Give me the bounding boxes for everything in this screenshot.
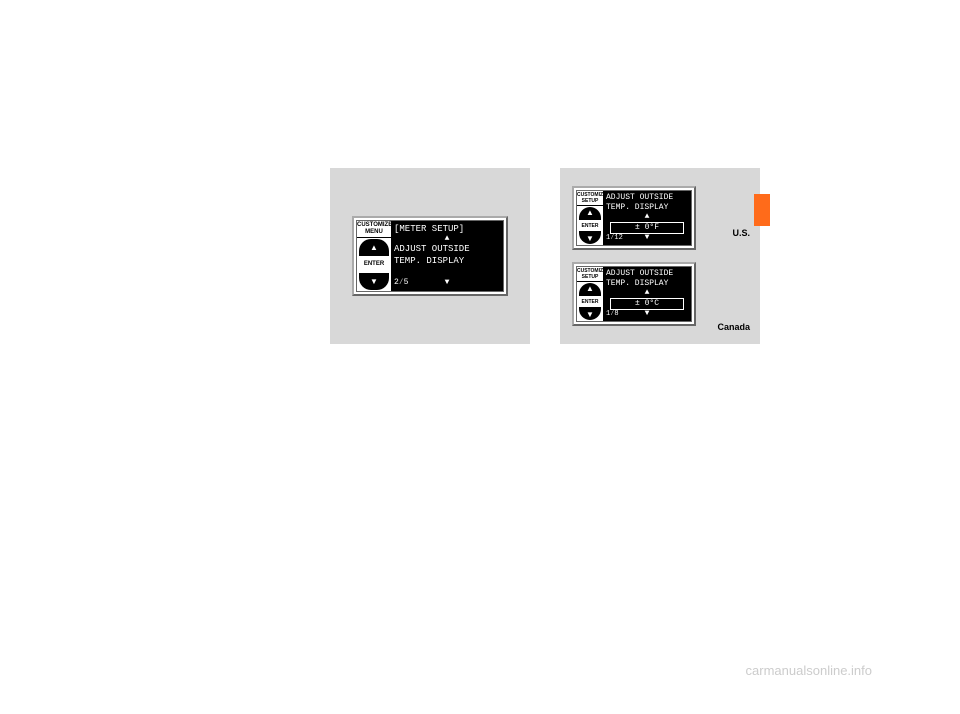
watermark-text: carmanualsonline.info — [746, 663, 872, 678]
us-display-row: CUSTOMIZE SETUP ▲ ENTER ▼ ADJUST OUTSIDE… — [572, 186, 748, 250]
up-arrow-us-icon: ▲ — [606, 213, 688, 221]
menu-item-line1: ADJUST OUTSIDE — [394, 243, 500, 255]
temp-display-panel: CUSTOMIZE SETUP ▲ ENTER ▼ ADJUST OUTSIDE… — [560, 168, 760, 344]
menu-header-ca: CUSTOMIZE SETUP — [577, 267, 603, 282]
region-label-us: U.S. — [732, 228, 750, 238]
header-line1: CUSTOMIZE — [357, 222, 391, 229]
ca-display-row: CUSTOMIZE SETUP ▲ ENTER ▼ ADJUST OUTSIDE… — [572, 262, 748, 326]
enter-button[interactable]: ENTER — [359, 255, 389, 273]
button-column-left: CUSTOMIZE MENU ▲ ENTER ▼ — [357, 221, 391, 291]
lcd-frame-us: CUSTOMIZE SETUP ▲ ENTER ▼ ADJUST OUTSIDE… — [572, 186, 696, 250]
page-counter-ca: 1⁄8 — [606, 309, 619, 319]
menu-header-us: CUSTOMIZE SETUP — [577, 191, 603, 206]
header-ca-line2: SETUP — [577, 274, 603, 280]
up-button[interactable]: ▲ — [359, 239, 389, 255]
button-column-us: CUSTOMIZE SETUP ▲ ENTER ▼ — [577, 191, 603, 245]
lcd-screen-left: [METER SETUP] ▲ ADJUST OUTSIDE TEMP. DIS… — [391, 221, 503, 291]
lcd-inner-left: CUSTOMIZE MENU ▲ ENTER ▼ [METER SETUP] ▲… — [356, 220, 504, 292]
up-button-ca[interactable]: ▲ — [579, 283, 601, 295]
page-counter: 2⁄5 — [394, 277, 408, 289]
lcd-frame-ca: CUSTOMIZE SETUP ▲ ENTER ▼ ADJUST OUTSIDE… — [572, 262, 696, 326]
lcd-inner-ca: CUSTOMIZE SETUP ▲ ENTER ▼ ADJUST OUTSIDE… — [576, 266, 692, 322]
ca-line1: ADJUST OUTSIDE — [606, 269, 688, 279]
down-arrow-ca-icon: ▼ — [645, 309, 650, 319]
menu-item-line2: TEMP. DISPLAY — [394, 255, 500, 267]
up-arrow-ca-icon: ▲ — [606, 289, 688, 297]
button-column-ca: CUSTOMIZE SETUP ▲ ENTER ▼ — [577, 267, 603, 321]
header-line2: MENU — [357, 229, 391, 236]
down-button-us[interactable]: ▼ — [579, 232, 601, 244]
nav-buttons: ▲ ENTER ▼ — [357, 238, 391, 291]
down-arrow-us-icon: ▼ — [645, 233, 650, 243]
page-counter-us: 1⁄12 — [606, 233, 623, 243]
region-label-ca: Canada — [717, 322, 750, 332]
us-line1: ADJUST OUTSIDE — [606, 193, 688, 203]
header-us-line2: SETUP — [577, 198, 603, 204]
down-button[interactable]: ▼ — [359, 274, 389, 290]
meter-setup-panel: CUSTOMIZE MENU ▲ ENTER ▼ [METER SETUP] ▲… — [330, 168, 530, 344]
up-button-us[interactable]: ▲ — [579, 207, 601, 219]
down-arrow-icon: ▼ — [445, 277, 450, 289]
enter-button-ca[interactable]: ENTER — [579, 295, 601, 309]
lcd-screen-us: ADJUST OUTSIDE TEMP. DISPLAY ▲ ± 0°F 1⁄1… — [603, 191, 691, 245]
display-panels-container: CUSTOMIZE MENU ▲ ENTER ▼ [METER SETUP] ▲… — [330, 168, 760, 344]
down-button-ca[interactable]: ▼ — [579, 308, 601, 320]
menu-header: CUSTOMIZE MENU — [357, 221, 391, 238]
nav-buttons-us: ▲ ENTER ▼ — [577, 206, 603, 245]
up-arrow-icon: ▲ — [394, 235, 500, 243]
orange-tab-marker — [754, 194, 770, 226]
lcd-screen-ca: ADJUST OUTSIDE TEMP. DISPLAY ▲ ± 0°C 1⁄8… — [603, 267, 691, 321]
enter-button-us[interactable]: ENTER — [579, 219, 601, 233]
lcd-inner-us: CUSTOMIZE SETUP ▲ ENTER ▼ ADJUST OUTSIDE… — [576, 190, 692, 246]
lcd-frame-left: CUSTOMIZE MENU ▲ ENTER ▼ [METER SETUP] ▲… — [352, 216, 508, 296]
nav-buttons-ca: ▲ ENTER ▼ — [577, 282, 603, 321]
